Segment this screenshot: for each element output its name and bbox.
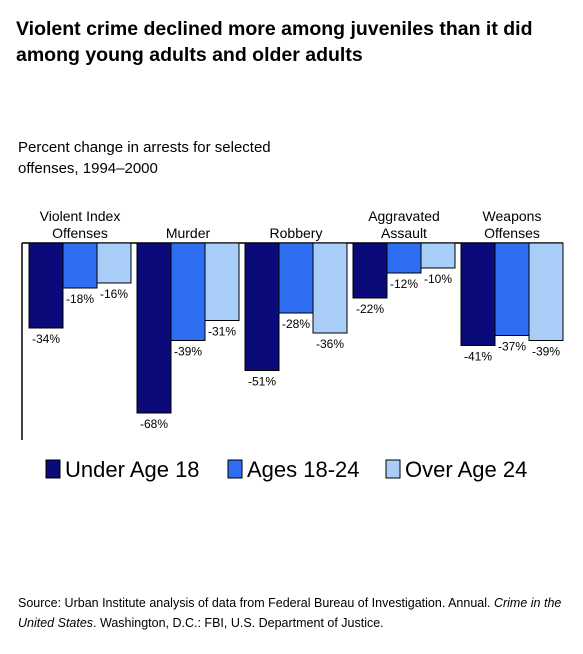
bar xyxy=(420,242,456,269)
legend-swatch xyxy=(45,459,61,479)
bar xyxy=(28,242,64,329)
bar xyxy=(386,242,422,274)
bar xyxy=(278,242,314,314)
data-label: -39% xyxy=(174,345,202,359)
category-label: Murder xyxy=(166,225,211,241)
bar xyxy=(170,242,206,341)
source-note: Source: Urban Institute analysis of data… xyxy=(18,593,578,633)
chart-subtitle: Percent change in arrests for selected o… xyxy=(18,139,271,177)
data-label: -22% xyxy=(356,302,384,316)
legend-label: Ages 18-24 xyxy=(247,457,360,482)
bar xyxy=(460,242,496,346)
bar xyxy=(244,242,280,371)
data-label: -16% xyxy=(100,287,128,301)
bar xyxy=(352,242,388,299)
source-publication: Crime in the United States xyxy=(18,596,562,630)
data-label: -51% xyxy=(248,375,276,389)
data-label: -12% xyxy=(390,277,418,291)
data-label: -18% xyxy=(66,292,94,306)
data-label: -68% xyxy=(140,417,168,431)
category-label: Aggravated xyxy=(368,208,440,224)
category-label: Assault xyxy=(381,225,427,241)
legend-swatch xyxy=(227,459,243,479)
legend-label: Over Age 24 xyxy=(405,457,527,482)
category-label: Offenses xyxy=(484,225,540,241)
chart-title: Violent crime declined more among juveni… xyxy=(16,18,533,66)
data-label: -28% xyxy=(282,317,310,331)
category-label: Violent Index xyxy=(40,208,121,224)
bar xyxy=(96,242,132,284)
data-label: -37% xyxy=(498,340,526,354)
source-prefix: Source: Urban Institute analysis of data… xyxy=(18,596,494,610)
category-label: Weapons xyxy=(483,208,542,224)
data-label: -36% xyxy=(316,337,344,351)
data-label: -10% xyxy=(424,272,452,286)
bar xyxy=(62,242,98,289)
category-label: Offenses xyxy=(52,225,108,241)
legend-swatch xyxy=(385,459,401,479)
data-label: -31% xyxy=(208,325,236,339)
legend-label: Under Age 18 xyxy=(65,457,200,482)
bar xyxy=(204,242,240,321)
bar xyxy=(494,242,530,336)
bar xyxy=(528,242,564,341)
data-label: -41% xyxy=(464,350,492,364)
category-label: Robbery xyxy=(270,225,323,241)
data-label: -39% xyxy=(532,345,560,359)
bar xyxy=(136,242,172,414)
data-label: -34% xyxy=(32,332,60,346)
source-suffix: . Washington, D.C.: FBI, U.S. Department… xyxy=(93,616,384,630)
bar xyxy=(312,242,348,334)
